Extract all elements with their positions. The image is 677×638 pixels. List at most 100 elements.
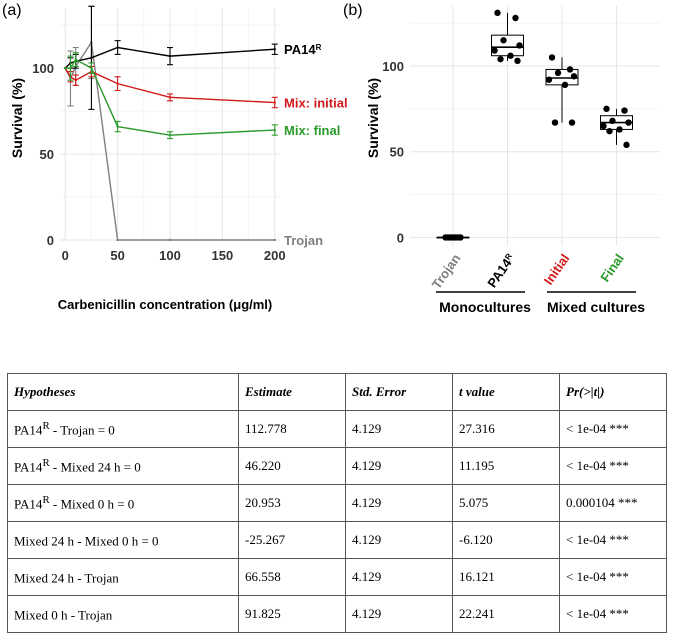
panel-a-letter: (a)	[2, 2, 22, 19]
std-error-cell: 4.129	[345, 447, 453, 485]
table-row: PA14R - Mixed 24 h = 0 46.220 4.129 11.1…	[7, 447, 667, 485]
data-point-mix-final	[64, 66, 67, 70]
data-point-mix-final	[273, 128, 276, 132]
table-header-row: Hypotheses Estimate Std. Error t value P…	[7, 373, 667, 411]
data-point-pa14	[500, 37, 507, 44]
p-value-cell: < 1e-04 ***	[559, 521, 667, 559]
data-point-trojan	[168, 238, 172, 242]
panel-a-ylabel: Survival (%)	[9, 78, 25, 158]
data-point-final	[600, 122, 607, 130]
data-point-initial	[548, 54, 556, 61]
panel-b-plot: 0 50 100 Trojan PA14R Initial Final	[382, 6, 660, 292]
x-tick-label: 0	[62, 248, 69, 263]
table-row: Mixed 0 h - Trojan 91.825 4.129 22.241 <…	[7, 595, 667, 633]
data-point-final	[625, 119, 632, 126]
hypothesis-cell: Mixed 24 h - Mixed 0 h = 0	[7, 521, 239, 559]
estimate-cell: 112.778	[238, 410, 346, 448]
data-point-initial	[570, 73, 578, 80]
hypothesis-cell: PA14R - Mixed 0 h = 0	[7, 484, 239, 522]
data-point-mix-final	[168, 133, 172, 137]
x-tick-label: 50	[110, 248, 124, 263]
estimate-cell: 91.825	[238, 595, 346, 633]
data-point-mix-initial	[168, 96, 172, 99]
data-point-mix-initial	[74, 78, 77, 82]
series-label-trojan: Trojan	[284, 233, 323, 248]
data-point-pa14	[497, 55, 504, 63]
data-point-initial	[561, 81, 569, 89]
table-row: Mixed 24 h - Trojan 66.558 4.129 16.121 …	[7, 558, 667, 596]
std-error-cell: 4.129	[345, 484, 453, 522]
hypothesis-cell: PA14R - Mixed 24 h = 0	[7, 447, 239, 485]
category-label-final: Final	[597, 251, 627, 284]
header-t-value: t value	[452, 373, 560, 411]
data-point-mix-final	[74, 58, 77, 61]
t-value-cell: 5.075	[452, 484, 560, 522]
t-value-cell: -6.120	[452, 521, 560, 559]
series-label-mix-initial: Mix: initial	[284, 96, 348, 111]
estimate-cell: 46.220	[238, 447, 346, 485]
p-value-cell: < 1e-04 ***	[559, 558, 667, 596]
data-point-mix-final	[90, 66, 93, 70]
x-tick-label: 200	[264, 248, 286, 263]
category-label-trojan: Trojan	[429, 251, 464, 292]
hypothesis-text: Mixed 0 h - Trojan	[14, 607, 113, 623]
y-tick-label: 100	[32, 61, 54, 76]
category-label-superscript: R	[503, 251, 514, 261]
data-point-trojan	[116, 238, 119, 242]
header-p-value: Pr(>|t|)	[559, 373, 667, 411]
table-row: PA14R - Trojan = 0 112.778 4.129 27.316 …	[7, 410, 667, 448]
y-tick-label: 0	[397, 230, 404, 245]
data-point-initial	[545, 76, 553, 83]
data-point-final	[609, 117, 616, 125]
p-value-cell: < 1e-04 ***	[559, 595, 667, 633]
hypothesis-rest: - Mixed 0 h = 0	[49, 496, 135, 512]
estimate-cell: 20.953	[238, 484, 346, 522]
y-tick-label: 50	[40, 147, 54, 162]
p-value-cell: < 1e-04 ***	[559, 447, 667, 485]
data-point-pa14	[512, 14, 519, 22]
hypothesis-cell: Mixed 24 h - Trojan	[7, 558, 239, 596]
data-point-pa14r	[168, 54, 172, 58]
data-point-initial	[568, 119, 576, 126]
category-label-pa14: PA14R	[484, 251, 518, 290]
header-std-error: Std. Error	[345, 373, 453, 411]
data-point-mix-final	[69, 66, 72, 70]
hypothesis-cell: Mixed 0 h - Trojan	[7, 595, 239, 633]
series-label-mix-final: Mix: final	[284, 123, 340, 138]
data-point-initial	[566, 66, 574, 73]
table-row: Mixed 24 h - Mixed 0 h = 0 -25.267 4.129…	[7, 521, 667, 559]
p-value-cell: < 1e-04 ***	[559, 410, 667, 448]
p-value-cell: 0.000104 ***	[559, 484, 667, 522]
data-point-pa14	[491, 47, 498, 54]
hypothesis-text: PA14	[14, 459, 43, 475]
data-point-final	[616, 126, 623, 133]
hypothesis-rest: - Trojan = 0	[49, 422, 115, 438]
y-tick-label: 50	[390, 145, 404, 160]
data-point-pa14	[516, 42, 523, 49]
x-tick-label: 100	[159, 248, 181, 263]
panel-b-ylabel: Survival (%)	[365, 78, 381, 158]
data-point-pa14	[494, 9, 501, 17]
std-error-cell: 4.129	[345, 410, 453, 448]
panel-b-letter: (b)	[343, 2, 363, 19]
data-point-pa14r	[116, 46, 119, 49]
hypothesis-superscript: R	[42, 493, 50, 506]
hypothesis-rest: - Mixed 24 h = 0	[49, 459, 141, 475]
group-label-mixed: Mixed cultures	[547, 299, 645, 315]
hypothesis-text: Mixed 24 h - Mixed 0 h = 0	[14, 533, 159, 549]
group-label-monocultures: Monocultures	[439, 299, 531, 315]
std-error-cell: 4.129	[345, 595, 453, 633]
data-point-mix-initial	[116, 82, 119, 85]
data-point-mix-final	[116, 125, 119, 128]
data-point-final	[621, 107, 628, 114]
data-point-mix-initial	[273, 101, 276, 104]
hypothesis-superscript: R	[42, 419, 50, 432]
header-hypotheses: Hypotheses	[7, 373, 239, 411]
data-point-pa14r	[90, 56, 93, 60]
header-estimate: Estimate	[238, 373, 346, 411]
estimate-cell: 66.558	[238, 558, 346, 596]
t-value-cell: 11.195	[452, 447, 560, 485]
hypotheses-table: Hypotheses Estimate Std. Error t value P…	[7, 373, 667, 633]
category-label-initial: Initial	[541, 251, 573, 287]
table-row: PA14R - Mixed 0 h = 0 20.953 4.129 5.075…	[7, 484, 667, 522]
